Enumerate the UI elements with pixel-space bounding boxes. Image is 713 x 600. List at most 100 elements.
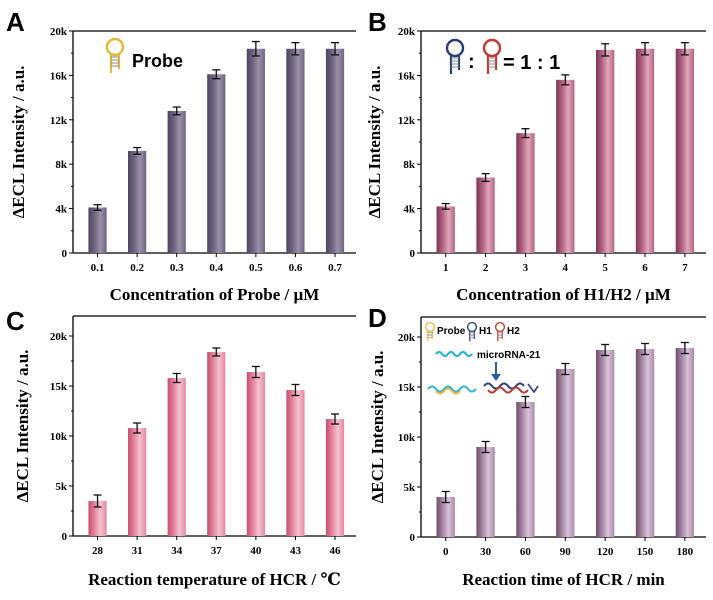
bar — [286, 390, 305, 536]
bar — [167, 110, 186, 253]
y-tick-label: 12k — [50, 115, 68, 127]
y-tick-label: 0 — [410, 532, 416, 544]
x-axis-title: Reaction temperature of HCR / ℃ — [88, 570, 341, 589]
bar — [476, 447, 495, 537]
x-tick-label: 3 — [523, 262, 529, 274]
x-tick-label: 31 — [132, 545, 143, 557]
bar — [88, 207, 107, 253]
y-axis-title: ΔECL Intensity / a.u. — [13, 350, 32, 503]
bar — [516, 133, 535, 253]
bar — [436, 497, 455, 537]
bar — [128, 428, 147, 536]
x-axis-title: Concentration of H1/H2 / µM — [456, 285, 671, 304]
x-tick-label: 2 — [483, 262, 489, 274]
panel-a: A 0 4k 8k 12k 16k 20k 0.1 0.2 0.3 0.4 0.5 0.6 0.7 Conc… — [6, 7, 356, 304]
h2-small-hairpin-icon — [494, 321, 506, 342]
legend-probe-label: Probe — [132, 51, 183, 71]
y-axis-title: ΔECL Intensity / a.u. — [9, 66, 28, 219]
h1-hairpin-icon — [445, 38, 465, 74]
y-tick-label: 10k — [50, 431, 68, 443]
duplex-strand-blue — [483, 382, 525, 390]
bar — [246, 48, 265, 254]
x-tick-label: 120 — [597, 546, 614, 558]
x-tick-label: 0.6 — [289, 262, 303, 274]
legend-item-h2: H2 — [507, 326, 520, 337]
x-tick-label: 28 — [92, 545, 104, 557]
bar — [556, 79, 575, 253]
y-axis-title: ΔECL Intensity / a.u. — [368, 351, 387, 504]
x-tick-label: 90 — [560, 546, 572, 558]
bar — [325, 48, 345, 254]
panel-b: B 0 4k 8k 12k 16k 20k 1 2 3 4 5 6 7 Concentration of H… — [365, 7, 706, 304]
bar — [207, 352, 226, 536]
x-tick-label: 6 — [642, 262, 648, 274]
bar — [675, 348, 695, 537]
y-tick-label: 12k — [398, 115, 416, 127]
x-tick-label: 46 — [330, 545, 342, 557]
bar — [595, 350, 615, 537]
duplex-strand-yellow — [435, 387, 461, 395]
bar — [286, 48, 305, 254]
x-tick-label: 34 — [171, 545, 183, 557]
bar — [246, 372, 265, 536]
h1-small-hairpin-icon — [466, 321, 478, 342]
x-tick-label: 150 — [637, 546, 654, 558]
y-tick-label: 0 — [410, 248, 416, 260]
bar — [325, 419, 345, 536]
legend-hcr-schematic: Probe H1 H2 microRNA-21 — [424, 321, 541, 395]
x-tick-label: 43 — [290, 545, 302, 557]
bar — [436, 206, 455, 253]
x-tick-label: 0.2 — [130, 262, 144, 274]
bar — [595, 49, 615, 254]
duplex-end — [527, 383, 539, 394]
bar — [167, 378, 186, 536]
y-axis-title: ΔECL Intensity / a.u. — [365, 66, 384, 219]
h2-hairpin-icon — [482, 38, 502, 74]
y-tick-label: 15k — [50, 381, 68, 393]
x-tick-label: 0.5 — [249, 262, 263, 274]
y-tick-label: 15k — [398, 382, 416, 394]
bar — [516, 402, 535, 537]
legend-target-label: microRNA-21 — [477, 350, 541, 361]
bar — [476, 177, 495, 253]
x-axis-title: Reaction time of HCR / min — [462, 570, 665, 589]
y-tick-label: 8k — [55, 159, 68, 171]
y-tick-label: 0 — [62, 248, 68, 260]
x-axis-title: Concentration of Probe / µM — [110, 285, 320, 304]
x-tick-label: 0.7 — [328, 262, 342, 274]
x-tick-label: 1 — [443, 262, 449, 274]
panel-c: C 0 5k 10k 15k 20k 28 31 34 37 40 43 46 Reaction temp… — [6, 306, 356, 589]
x-tick-label: 5 — [602, 262, 608, 274]
probe-hairpin-icon — [105, 37, 125, 73]
bar — [88, 501, 107, 536]
y-tick-label: 20k — [398, 332, 416, 344]
legend-item-h1: H1 — [479, 326, 492, 337]
x-tick-label: 180 — [677, 546, 694, 558]
probe-small-hairpin-icon — [424, 321, 436, 342]
y-tick-label: 4k — [55, 204, 68, 216]
x-tick-label: 0.4 — [209, 262, 223, 274]
panel-d: D 0 5k 10k 15k 20k 0 30 60 90 120 150 180 Reaction ti… — [368, 303, 706, 589]
x-tick-label: 4 — [563, 262, 569, 274]
legend-ratio-label: = 1 : 1 — [503, 52, 560, 74]
y-tick-label: 8k — [403, 159, 416, 171]
legend-colon: : — [468, 51, 475, 73]
x-tick-label: 0.1 — [91, 262, 105, 274]
y-tick-label: 20k — [50, 331, 68, 343]
duplex-strand-cyan — [427, 385, 477, 393]
panel-letter: C — [6, 306, 25, 336]
y-tick-label: 5k — [403, 482, 416, 494]
y-tick-label: 16k — [50, 70, 68, 82]
bar — [635, 349, 655, 537]
duplex-strand-red — [487, 386, 529, 394]
x-tick-label: 7 — [682, 262, 688, 274]
panel-letter: A — [6, 7, 25, 37]
bar — [556, 369, 575, 537]
panel-letter: D — [368, 303, 387, 333]
bar — [635, 48, 655, 254]
panel-letter: B — [368, 7, 387, 37]
y-tick-label: 20k — [398, 26, 416, 38]
y-tick-label: 20k — [50, 26, 68, 38]
y-tick-label: 4k — [403, 204, 416, 216]
legend-item-probe: Probe — [437, 326, 466, 337]
